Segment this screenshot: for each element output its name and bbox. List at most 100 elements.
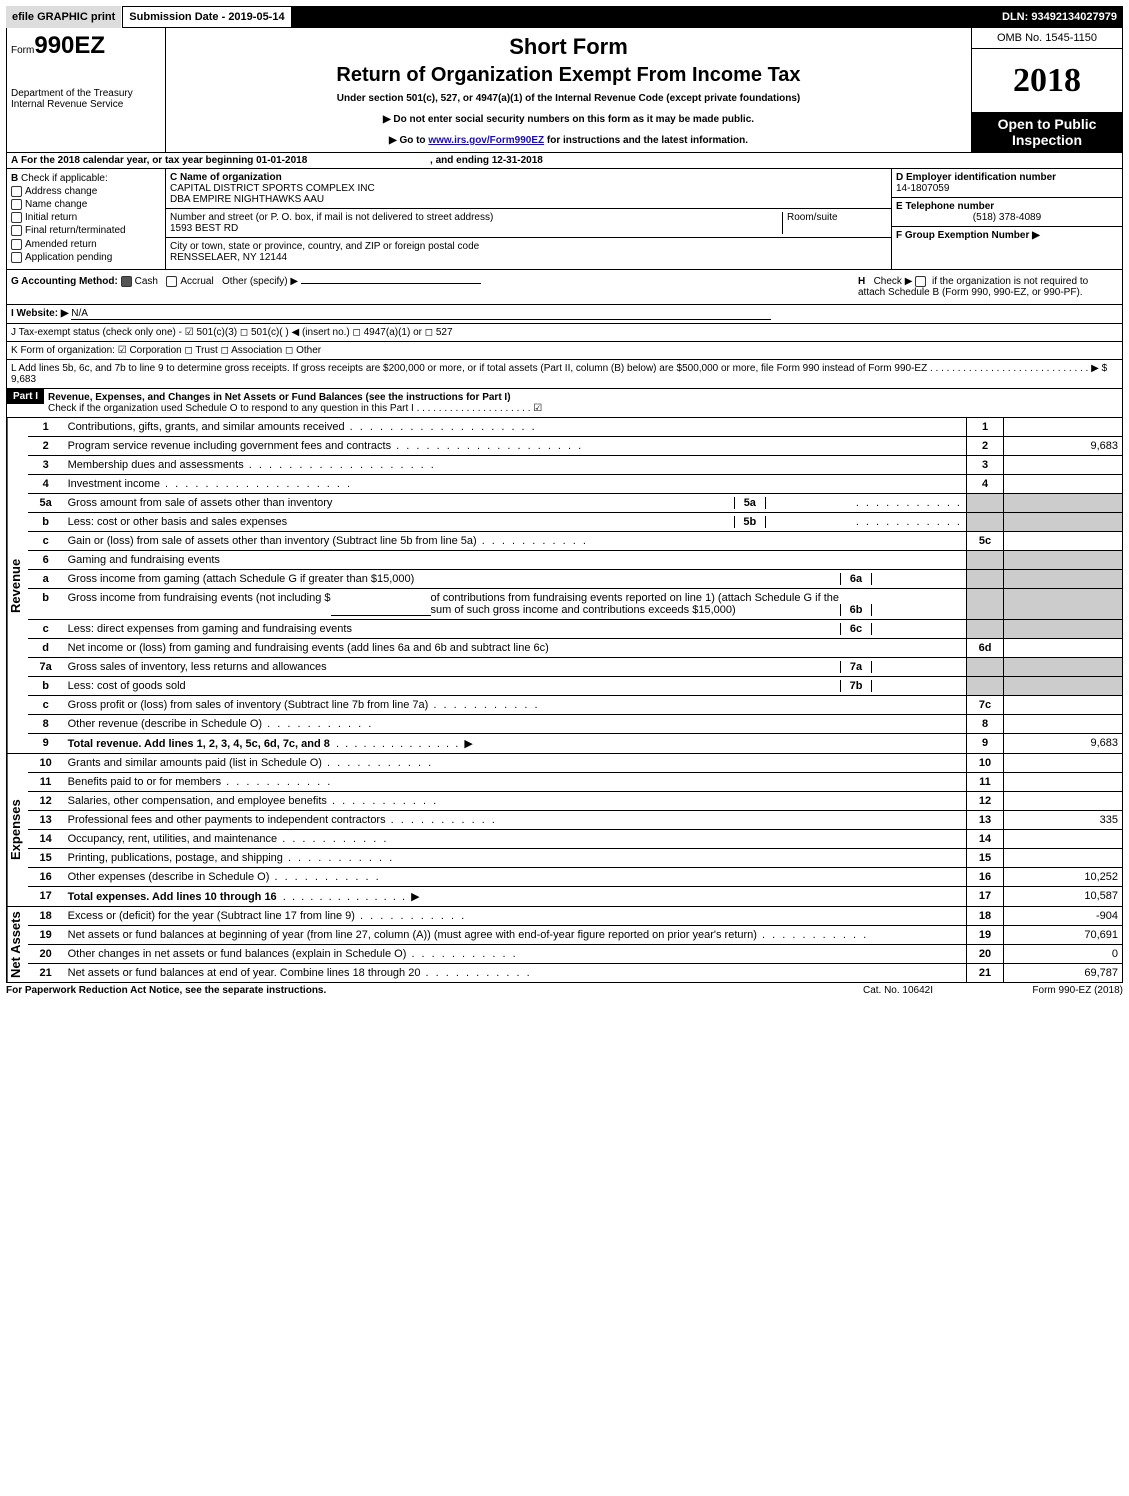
city-value: RENSSELAER, NY 12144 (170, 252, 287, 263)
l12-val (1004, 791, 1123, 810)
l18-desc: Excess or (deficit) for the year (Subtra… (64, 907, 967, 926)
g-other-input[interactable] (301, 283, 481, 284)
l17-rnum: 17 (967, 886, 1004, 906)
l9-desc: Total revenue. Add lines 1, 2, 3, 4, 5c,… (64, 733, 967, 753)
l7a-num: 7a (28, 657, 64, 676)
l15-num: 15 (28, 848, 64, 867)
footer-left: For Paperwork Reduction Act Notice, see … (6, 985, 823, 996)
l16-desc: Other expenses (describe in Schedule O) (64, 867, 967, 886)
l5b-midval (766, 516, 856, 528)
part1-header: Part I (7, 389, 44, 404)
l3-rnum: 3 (967, 455, 1004, 474)
l5a-desc: Gross amount from sale of assets other t… (68, 497, 734, 509)
line-11: 11Benefits paid to or for members11 (28, 772, 1122, 791)
l6a-midval (872, 573, 962, 585)
line-21: 21Net assets or fund balances at end of … (28, 963, 1122, 982)
l20-num: 20 (28, 944, 64, 963)
l16-num: 16 (28, 867, 64, 886)
l5a-midval (766, 497, 856, 509)
tax-year: 2018 (972, 49, 1122, 112)
l2-rnum: 2 (967, 436, 1004, 455)
room-cell: Room/suite (782, 212, 887, 234)
form-number: Form990EZ (11, 32, 161, 60)
l5b-val (1004, 512, 1123, 531)
l5a-val (1004, 493, 1123, 512)
l12-num: 12 (28, 791, 64, 810)
l7a-rnum (967, 657, 1004, 676)
l6d-val (1004, 638, 1123, 657)
l7a-val (1004, 657, 1123, 676)
check-final-return[interactable]: Final return/terminated (11, 225, 161, 236)
accrual-checkbox[interactable] (166, 276, 177, 287)
line-12: 12Salaries, other compensation, and empl… (28, 791, 1122, 810)
l6-num: 6 (28, 550, 64, 569)
l5b-rnum (967, 512, 1004, 531)
l6d-rnum: 6d (967, 638, 1004, 657)
header: Form990EZ Department of the Treasury Int… (6, 28, 1123, 153)
l10-val (1004, 754, 1123, 773)
website-value: N/A (71, 308, 771, 320)
l5a-mid: 5a (734, 497, 766, 509)
check-amended-return[interactable]: Amended return (11, 239, 161, 250)
entity-box: B Check if applicable: Address change Na… (6, 169, 1123, 270)
d-label: D Employer identification number (896, 172, 1056, 183)
line-3: 3Membership dues and assessments3 (28, 455, 1122, 474)
oai-line1: Open to Public (974, 116, 1120, 132)
cash-checkbox[interactable] (121, 276, 132, 287)
l7c-desc: Gross profit or (loss) from sales of inv… (64, 695, 967, 714)
org-name: CAPITAL DISTRICT SPORTS COMPLEX INC (170, 183, 375, 194)
l5a-rnum (967, 493, 1004, 512)
l6c-desc-cell: Less: direct expenses from gaming and fu… (64, 620, 966, 638)
part1-title: Revenue, Expenses, and Changes in Net As… (48, 392, 511, 403)
goto-link[interactable]: www.irs.gov/Form990EZ (428, 135, 544, 146)
l17-val: 10,587 (1004, 886, 1123, 906)
l5c-num: c (28, 531, 64, 550)
l2-num: 2 (28, 436, 64, 455)
l7b-desc-cell: Less: cost of goods sold7b (64, 677, 966, 695)
l6b-input[interactable] (331, 592, 431, 616)
j-row: J Tax-exempt status (check only one) - ☑… (6, 324, 1123, 342)
l8-num: 8 (28, 714, 64, 733)
footer-mid: Cat. No. 10642I (823, 985, 973, 996)
part1-desc: Revenue, Expenses, and Changes in Net As… (44, 389, 1122, 417)
h-checkbox[interactable] (915, 276, 926, 287)
line-15: 15Printing, publications, postage, and s… (28, 848, 1122, 867)
l18-rnum: 18 (967, 907, 1004, 926)
l1-val (1004, 418, 1123, 437)
check-initial-return[interactable]: Initial return (11, 212, 161, 223)
l12-desc: Salaries, other compensation, and employ… (64, 791, 967, 810)
line-7b: bLess: cost of goods sold7b (28, 676, 1122, 695)
l8-val (1004, 714, 1123, 733)
line-18: 18Excess or (deficit) for the year (Subt… (28, 907, 1122, 926)
l14-num: 14 (28, 829, 64, 848)
ssn-warning: ▶ Do not enter social security numbers o… (172, 114, 965, 125)
l18-val: -904 (1004, 907, 1123, 926)
efile-print-button[interactable]: efile GRAPHIC print (6, 6, 122, 28)
l7b-midval (872, 680, 962, 692)
k-row: K Form of organization: ☑ Corporation ◻ … (6, 342, 1123, 360)
addr-box: Number and street (or P. O. box, if mail… (166, 209, 891, 238)
l7a-mid: 7a (840, 661, 872, 673)
line-6a: aGross income from gaming (attach Schedu… (28, 569, 1122, 588)
e-label: E Telephone number (896, 201, 994, 212)
line-7a: 7aGross sales of inventory, less returns… (28, 657, 1122, 676)
l14-desc: Occupancy, rent, utilities, and maintena… (64, 829, 967, 848)
check-application-pending[interactable]: Application pending (11, 252, 161, 263)
check-address-change[interactable]: Address change (11, 186, 161, 197)
goto-line: ▶ Go to www.irs.gov/Form990EZ for instru… (172, 135, 965, 146)
netassets-table: 18Excess or (deficit) for the year (Subt… (28, 907, 1122, 982)
check-amended-return-label: Amended return (25, 239, 97, 250)
l9-val: 9,683 (1004, 733, 1123, 753)
h-side: H Check ▶ if the organization is not req… (852, 276, 1118, 298)
l7c-val (1004, 695, 1123, 714)
l5c-rnum: 5c (967, 531, 1004, 550)
city-label: City or town, state or province, country… (170, 241, 479, 252)
topbar-spacer (292, 6, 996, 28)
check-name-change[interactable]: Name change (11, 199, 161, 210)
e-box: E Telephone number (518) 378-4089 (892, 198, 1122, 227)
l1-rnum: 1 (967, 418, 1004, 437)
l3-num: 3 (28, 455, 64, 474)
c-name-box: C Name of organization CAPITAL DISTRICT … (166, 169, 891, 209)
line-1: 1Contributions, gifts, grants, and simil… (28, 418, 1122, 437)
l7a-desc: Gross sales of inventory, less returns a… (68, 661, 840, 673)
